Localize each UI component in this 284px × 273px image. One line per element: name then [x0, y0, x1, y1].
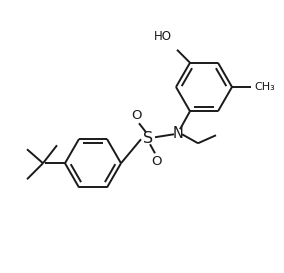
Text: HO: HO	[154, 30, 172, 43]
Text: CH₃: CH₃	[254, 82, 275, 92]
Text: O: O	[132, 109, 142, 122]
Text: N: N	[173, 126, 183, 141]
Text: S: S	[143, 131, 153, 146]
Text: O: O	[152, 155, 162, 168]
